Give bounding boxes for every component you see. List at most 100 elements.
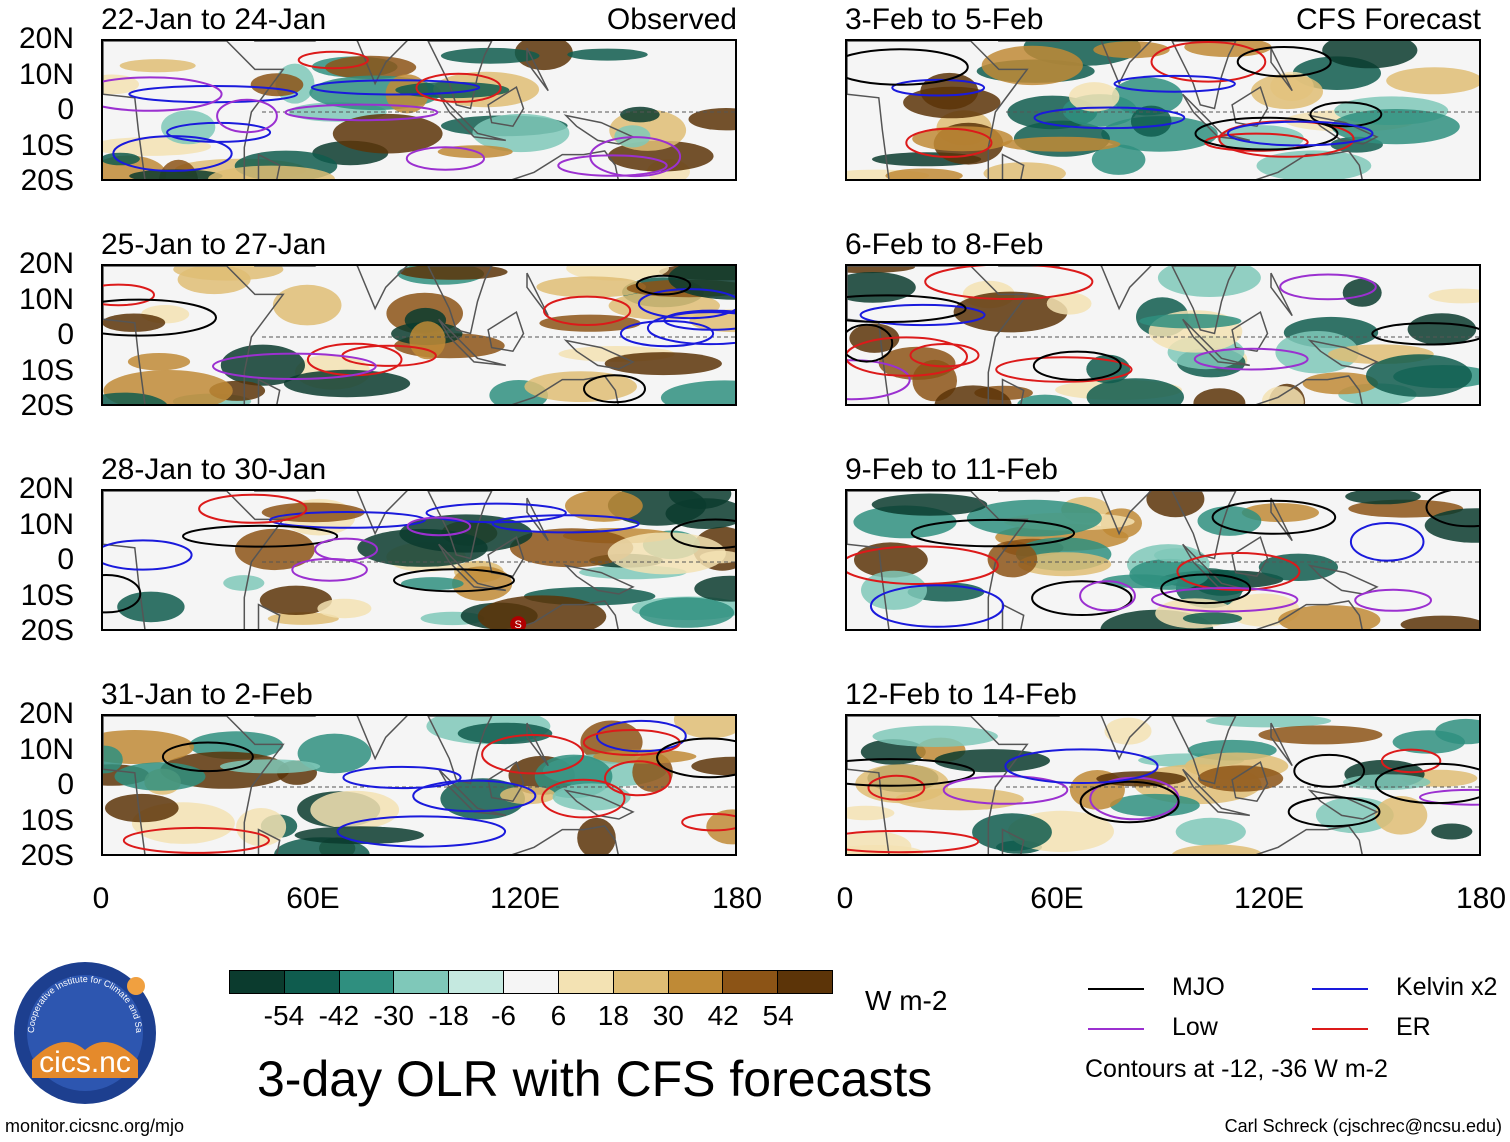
panel-source-label: Observed bbox=[606, 3, 737, 36]
coastline bbox=[487, 85, 525, 128]
dry-anomaly bbox=[903, 86, 1001, 119]
mjo-contour bbox=[1293, 753, 1366, 788]
kelvin-x2-contour bbox=[859, 303, 986, 327]
wet-anomaly bbox=[1407, 313, 1477, 346]
mjo-contour bbox=[1287, 796, 1381, 828]
coastline bbox=[1001, 378, 1025, 404]
er-contour bbox=[1176, 552, 1301, 591]
dry-anomaly bbox=[409, 321, 446, 360]
mjo-contour bbox=[656, 737, 735, 779]
mjo-contour bbox=[847, 323, 894, 363]
coastline bbox=[847, 41, 1029, 179]
olr-anomaly-field bbox=[103, 716, 735, 854]
coastline bbox=[526, 722, 549, 767]
wet-anomaly bbox=[552, 783, 631, 811]
coastline bbox=[998, 266, 1152, 311]
coastline bbox=[847, 716, 1029, 854]
coastline bbox=[427, 716, 493, 785]
colorbar-tick-label: 6 bbox=[550, 1000, 567, 1031]
coastline bbox=[511, 150, 619, 179]
dry-anomaly bbox=[953, 291, 1068, 333]
wet-anomaly bbox=[694, 575, 735, 602]
coastline bbox=[257, 153, 281, 179]
wet-anomaly bbox=[1205, 716, 1332, 728]
kelvin-x2-contour bbox=[637, 288, 735, 320]
mjo-contour bbox=[1371, 322, 1479, 346]
dry-anomaly bbox=[208, 165, 335, 179]
dry-anomaly bbox=[1093, 41, 1170, 59]
colorbar-swatch bbox=[230, 971, 285, 993]
wet-anomaly bbox=[117, 591, 185, 623]
er-contour bbox=[103, 283, 155, 307]
dry-anomaly bbox=[177, 266, 251, 295]
wet-anomaly bbox=[129, 169, 223, 179]
dry-anomaly bbox=[1172, 844, 1263, 854]
panel-date-range: 12-Feb to 14-Feb bbox=[845, 678, 1077, 711]
lat-tick-label: 10S bbox=[20, 128, 74, 162]
dry-anomaly bbox=[706, 809, 735, 845]
storm-marker-icon: S bbox=[510, 616, 527, 629]
olr-anomaly-field bbox=[847, 41, 1479, 179]
olr-anomaly-field bbox=[847, 491, 1479, 629]
coastline bbox=[487, 310, 525, 353]
low-contour bbox=[314, 537, 379, 562]
dry-anomaly bbox=[119, 59, 196, 73]
panel-source-label: CFS Forecast bbox=[1295, 3, 1481, 36]
dry-anomaly bbox=[272, 284, 342, 326]
olr-map bbox=[845, 714, 1481, 856]
wet-anomaly bbox=[223, 575, 265, 591]
kelvin-x2-contour bbox=[869, 584, 1005, 628]
coastline bbox=[1270, 722, 1293, 767]
lat-tick-label: 20S bbox=[20, 164, 74, 197]
dry-anomaly bbox=[847, 831, 912, 854]
dry-anomaly bbox=[1400, 615, 1479, 629]
colorbar-swatch bbox=[504, 971, 559, 993]
wet-anomaly bbox=[1017, 394, 1073, 404]
lat-tick-label: 20N bbox=[18, 247, 74, 280]
contour-note: Contours at -12, -36 W m-2 bbox=[1085, 1055, 1388, 1083]
er-contour bbox=[198, 493, 308, 524]
wet-anomaly bbox=[1322, 41, 1418, 69]
colorbar-tick-label: -30 bbox=[373, 1000, 414, 1031]
wet-anomaly bbox=[1435, 718, 1479, 745]
footer-url[interactable]: monitor.cicsnc.org/mjo bbox=[5, 1116, 185, 1136]
coastline bbox=[1171, 716, 1237, 785]
low-contour bbox=[405, 146, 485, 171]
dry-anomaly bbox=[1258, 725, 1383, 745]
wet-anomaly bbox=[972, 813, 1052, 851]
colorbar-swatch bbox=[449, 971, 505, 993]
colorbar-swatch bbox=[778, 971, 832, 993]
colorbar-tick-label: -42 bbox=[318, 1000, 360, 1031]
er-contour bbox=[995, 356, 1133, 383]
lat-tick-label: 20N bbox=[18, 472, 74, 505]
mjo-contour bbox=[1309, 101, 1383, 128]
kelvin-x2-contour bbox=[342, 765, 462, 790]
mjo-contour bbox=[847, 48, 969, 86]
low-contour bbox=[216, 98, 278, 134]
low-contour bbox=[1079, 580, 1136, 612]
dry-anomaly bbox=[1104, 717, 1152, 745]
dry-anomaly bbox=[607, 532, 726, 575]
cics-logo: Cooperative Institute for Climate and Sa… bbox=[9, 952, 158, 1106]
kelvin-x2-contour bbox=[336, 815, 507, 848]
coastline bbox=[257, 378, 281, 404]
er-contour bbox=[847, 336, 968, 377]
colorbar-tick-label: -6 bbox=[491, 1000, 516, 1031]
dry-anomaly bbox=[673, 716, 735, 739]
colorbar-tick-label: 42 bbox=[707, 1000, 739, 1031]
dry-anomaly bbox=[524, 371, 637, 402]
lat-tick-label: 10N bbox=[18, 282, 74, 316]
mjo-contour bbox=[1236, 46, 1332, 78]
wet-anomaly bbox=[457, 722, 553, 745]
er-contour bbox=[909, 343, 980, 368]
wet-anomaly bbox=[294, 826, 424, 845]
kelvin-x2-contour bbox=[103, 539, 193, 571]
coastline bbox=[427, 491, 493, 560]
coastline bbox=[563, 564, 635, 595]
lat-tick-label: 10N bbox=[18, 507, 74, 541]
wet-anomaly bbox=[1091, 144, 1146, 175]
wet-anomaly bbox=[665, 498, 735, 529]
low-contour bbox=[942, 775, 1069, 805]
lat-tick-label: 10N bbox=[18, 732, 74, 766]
lat-tick-label: 20S bbox=[20, 389, 74, 422]
